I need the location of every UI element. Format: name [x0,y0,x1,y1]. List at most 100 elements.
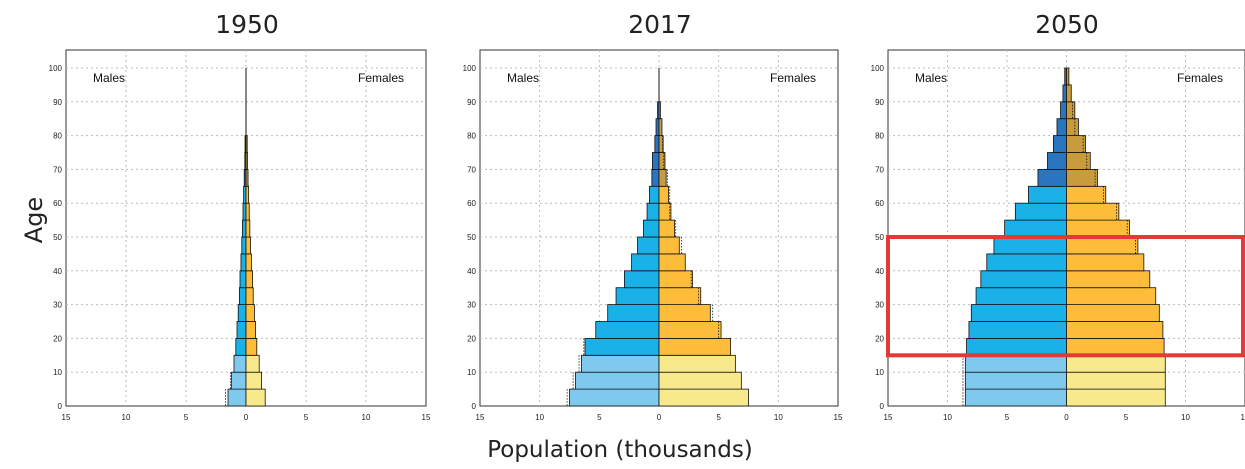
male-bar [227,388,247,407]
females-label: Females [358,71,404,85]
male-bar [993,236,1067,255]
male-bar [652,152,660,170]
y-tick-label: 10 [53,368,62,377]
x-tick-label: 10 [943,413,952,422]
female-bar [245,354,260,373]
female-bar [1066,354,1166,373]
female-bar [658,101,661,120]
male-bar [964,371,1067,390]
y-tick-label: 80 [467,132,476,141]
female-bar [245,371,263,390]
male-bar [1037,168,1067,187]
female-bar [1066,219,1130,238]
male-bar [595,321,660,339]
male-bar [242,202,247,221]
male-bar [968,321,1067,339]
male-bar [1047,152,1067,170]
male-bar [637,236,660,255]
female-bar [245,185,250,204]
female-bar [658,388,749,407]
y-tick-label: 70 [467,165,476,174]
male-bar [1056,118,1067,136]
male-bar [1060,101,1067,120]
x-tick-label: 0 [244,413,249,422]
male-bar [584,337,660,356]
male-bar [1014,202,1067,221]
x-tick-label: 5 [1124,413,1129,422]
female-bar [245,270,253,289]
female-bar [1066,287,1157,306]
x-tick-label: 15 [422,413,431,422]
male-bar [970,304,1067,322]
male-bar [240,253,247,272]
female-bar [658,219,675,238]
female-bar [658,354,736,373]
female-bar [1066,67,1070,86]
female-bar [1066,270,1151,289]
female-bar [658,304,711,322]
x-tick-label: 5 [304,413,309,422]
male-bar [569,388,660,407]
female-bar [245,152,248,170]
y-tick-label: 50 [467,233,476,242]
female-bar [1066,253,1145,272]
female-bar [245,337,258,356]
female-bar [1066,84,1072,103]
male-bar [238,287,247,306]
female-bar [1066,304,1160,322]
male-bar [1028,185,1067,204]
x-tick-label: 5 [1005,413,1010,422]
y-tick-label: 60 [875,199,884,208]
female-bar [658,236,680,255]
male-bar [651,168,660,187]
female-bar [1066,152,1091,170]
y-tick-label: 70 [875,165,884,174]
x-axis-title: Population (thousands) [487,437,753,463]
x-tick-label: 15 [1241,413,1245,422]
female-bar [1066,168,1098,187]
female-bar [245,304,255,322]
male-bar [236,321,247,339]
male-bar [607,304,660,322]
male-bar [1004,219,1067,238]
y-tick-label: 30 [467,301,476,310]
y-tick-label: 50 [875,233,884,242]
male-bar [646,202,660,221]
female-bar [1066,202,1120,221]
female-bar [245,219,251,238]
y-tick-label: 80 [53,132,62,141]
y-tick-label: 40 [875,267,884,276]
male-bar [964,354,1067,373]
males-label: Males [915,71,947,85]
y-tick-label: 40 [467,267,476,276]
x-tick-label: 5 [184,413,189,422]
female-bar [1066,236,1139,255]
male-bar [231,371,247,390]
male-bar [233,354,247,373]
female-bar [1066,185,1107,204]
male-bar [235,337,247,356]
x-tick-label: 15 [62,413,71,422]
male-bar [980,270,1067,289]
male-bar [966,337,1067,356]
y-tick-label: 70 [53,165,62,174]
y-tick-label: 50 [53,233,62,242]
y-tick-label: 80 [875,132,884,141]
x-tick-label: 0 [657,413,662,422]
y-tick-label: 100 [49,64,63,73]
x-tick-label: 15 [476,413,485,422]
female-bar [658,202,672,221]
x-tick-label: 10 [774,413,783,422]
female-bar [245,388,266,407]
male-bar [1062,84,1067,103]
female-bar [245,236,251,255]
female-bar [658,118,663,136]
y-tick-label: 60 [467,199,476,208]
female-bar [245,287,254,306]
panel-title-2050: 2050 [1035,10,1099,39]
male-bar [575,371,660,390]
x-tick-label: 10 [535,413,544,422]
y-tick-label: 10 [875,368,884,377]
male-bar [649,185,660,204]
